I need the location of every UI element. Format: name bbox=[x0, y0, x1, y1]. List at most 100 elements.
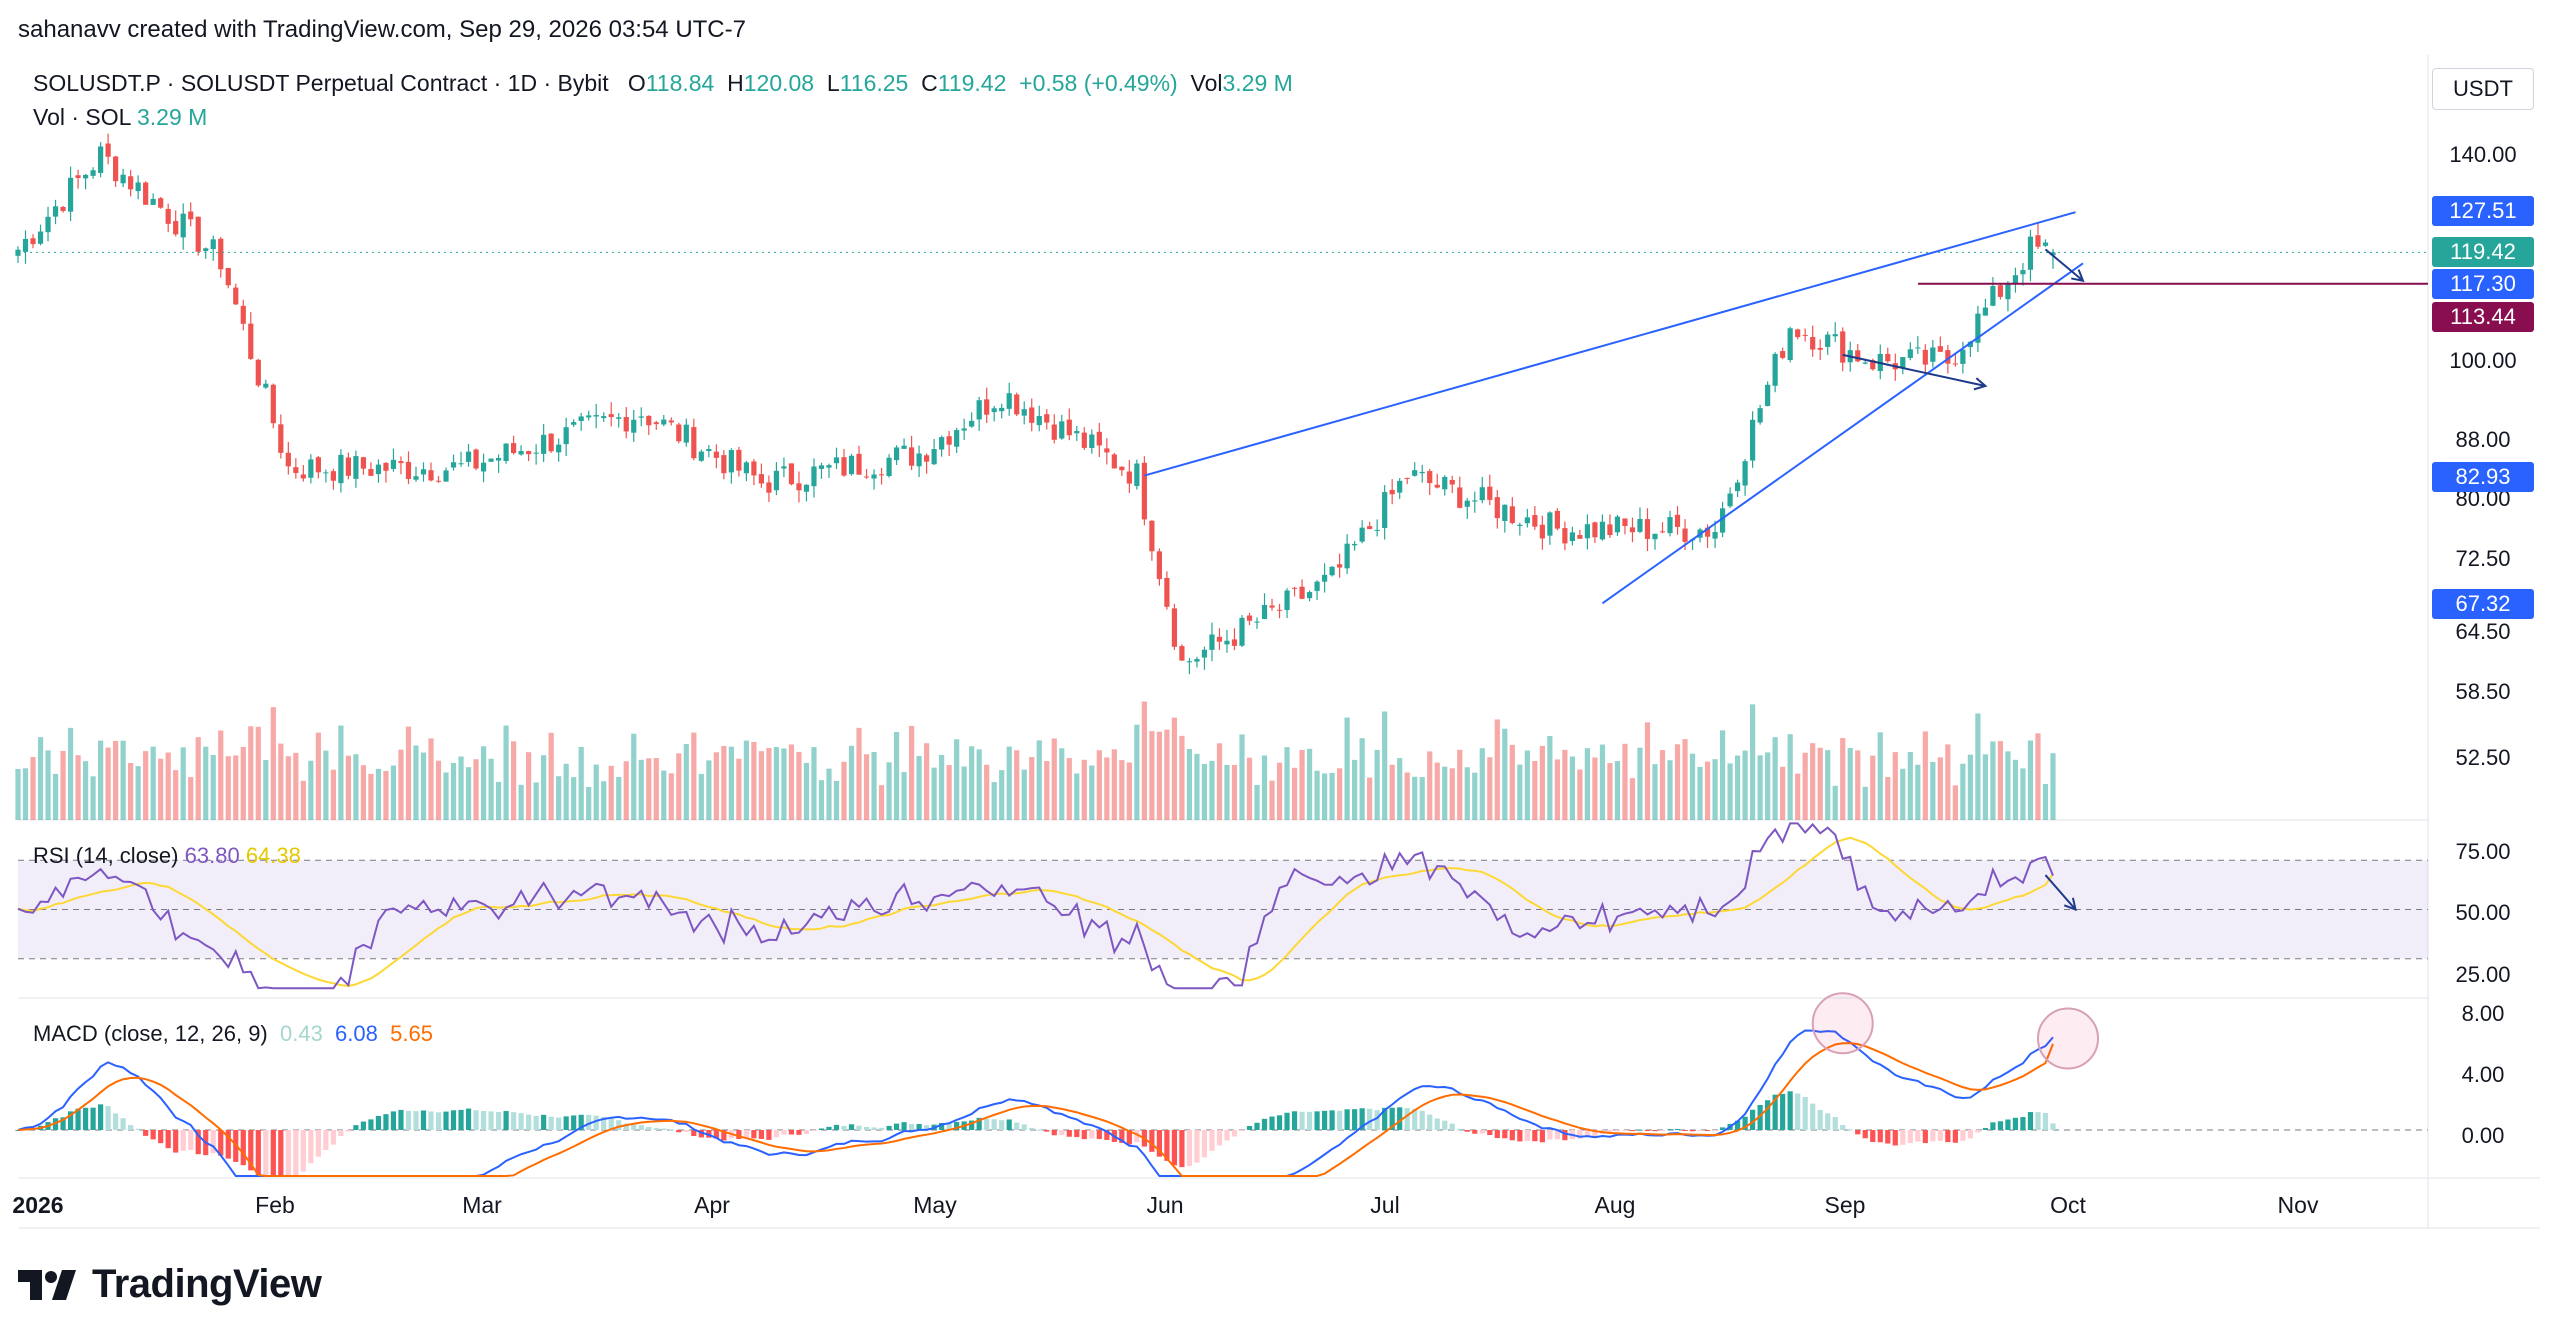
candle-body bbox=[1532, 515, 1538, 527]
volume-bar bbox=[1682, 739, 1688, 820]
candle-body bbox=[1216, 636, 1223, 642]
candle-body bbox=[1352, 543, 1358, 546]
macd-histogram-bar bbox=[435, 1112, 442, 1130]
candle-body bbox=[1825, 334, 1831, 347]
volume-bar bbox=[1074, 773, 1080, 820]
candle-body bbox=[480, 462, 487, 472]
candle-body bbox=[98, 146, 104, 173]
candle-body bbox=[871, 474, 877, 479]
candle-body bbox=[646, 415, 652, 426]
macd-histogram-bar bbox=[1479, 1130, 1485, 1134]
candle-body bbox=[1584, 524, 1591, 539]
macd-histogram-bar bbox=[946, 1123, 952, 1130]
volume-bar bbox=[1479, 748, 1485, 820]
volume-bar bbox=[1096, 750, 1102, 820]
x-tick: 2026 bbox=[12, 1192, 64, 1218]
volume-bar bbox=[623, 761, 629, 820]
volume-bar bbox=[1239, 734, 1245, 820]
candle-body bbox=[1855, 350, 1861, 362]
volume-bar bbox=[939, 754, 945, 820]
macd-histogram-bar bbox=[1517, 1130, 1523, 1142]
candle-body bbox=[548, 433, 554, 452]
macd-histogram-bar bbox=[450, 1110, 457, 1130]
macd-histogram-bar bbox=[721, 1130, 727, 1141]
volume-bar bbox=[98, 740, 104, 820]
macd-histogram-bar bbox=[1464, 1130, 1470, 1132]
volume-bar bbox=[390, 765, 397, 820]
candle-body bbox=[863, 476, 870, 478]
candle-body bbox=[683, 424, 689, 443]
candle-body bbox=[113, 156, 119, 182]
macd-histogram-bar bbox=[1997, 1121, 2004, 1130]
open-value: 118.84 bbox=[645, 70, 715, 96]
macd-histogram-bar bbox=[1412, 1108, 1418, 1130]
volume-bar bbox=[1089, 765, 1095, 820]
macd-histogram-bar bbox=[1276, 1115, 1283, 1130]
x-tick: Apr bbox=[694, 1192, 730, 1218]
candle-body bbox=[969, 420, 975, 427]
macd-histogram-bar bbox=[1239, 1130, 1245, 1131]
macd-histogram-bar bbox=[1622, 1130, 1628, 1131]
macd-histogram-bar bbox=[1119, 1130, 1125, 1143]
volume-bar bbox=[1141, 701, 1147, 820]
rsi-line bbox=[17, 822, 2054, 990]
volume-bar bbox=[2005, 751, 2011, 820]
candle-body bbox=[1306, 592, 1313, 599]
volume-bar bbox=[1442, 766, 1448, 820]
volume-bar bbox=[293, 752, 299, 820]
macd-histogram-bar bbox=[1306, 1111, 1313, 1130]
candle-body bbox=[556, 444, 562, 453]
macd-histogram-bar bbox=[878, 1127, 885, 1130]
candle-body bbox=[1404, 477, 1410, 479]
macd-histogram-bar bbox=[1795, 1093, 1801, 1130]
volume-bar bbox=[1780, 766, 1786, 820]
rsi-legend[interactable]: RSI (14, close) 63.80 64.38 bbox=[33, 843, 301, 869]
arrow-down-sep-head bbox=[1973, 377, 1988, 391]
volume-bar bbox=[82, 761, 89, 820]
macd-histogram-bar bbox=[480, 1110, 487, 1130]
macd-histogram-bar bbox=[1502, 1130, 1508, 1139]
candle-body bbox=[330, 471, 336, 481]
tradingview-logo[interactable]: TradingView bbox=[18, 1262, 322, 1307]
candle-body bbox=[1141, 462, 1147, 520]
candle-body bbox=[285, 452, 291, 467]
candle-body bbox=[713, 451, 719, 458]
macd-histogram-bar bbox=[225, 1130, 231, 1159]
candle-body bbox=[503, 443, 509, 461]
macd-histogram-bar bbox=[571, 1115, 577, 1130]
candle-body bbox=[736, 449, 742, 471]
currency-button[interactable]: USDT bbox=[2432, 68, 2534, 110]
candle-body bbox=[893, 447, 900, 461]
volume-bar bbox=[1689, 753, 1696, 820]
macd-histogram-bar bbox=[420, 1110, 427, 1130]
volume-bar bbox=[541, 755, 547, 820]
macd-histogram-bar bbox=[158, 1130, 164, 1144]
volume-bar bbox=[458, 756, 464, 820]
candle-body bbox=[1149, 520, 1155, 552]
lower-trendline-start-price-label: 67.32 bbox=[2432, 589, 2534, 619]
candle-body bbox=[1862, 362, 1868, 364]
candle-body bbox=[1344, 543, 1350, 569]
volume-bar bbox=[52, 773, 59, 820]
candle-body bbox=[1539, 524, 1545, 539]
macd-histogram-bar bbox=[1750, 1109, 1756, 1130]
volume-bar bbox=[788, 744, 795, 820]
candle-body bbox=[1840, 331, 1846, 363]
macd-histogram-bar bbox=[556, 1117, 562, 1130]
candle-body bbox=[773, 470, 780, 491]
candle-body bbox=[1291, 587, 1298, 589]
candle-body bbox=[1629, 527, 1636, 533]
symbol-legend[interactable]: SOLUSDT.P · SOLUSDT Perpetual Contract ·… bbox=[33, 70, 1293, 97]
volume-bar bbox=[1179, 735, 1185, 820]
macd-legend[interactable]: MACD (close, 12, 26, 9) 0.43 6.08 5.65 bbox=[33, 1021, 433, 1047]
macd-histogram-bar bbox=[999, 1120, 1005, 1130]
volume-legend[interactable]: Vol · SOL 3.29 M bbox=[33, 104, 207, 131]
candle-body bbox=[706, 449, 712, 452]
volume-bar bbox=[1765, 752, 1771, 820]
candle-body bbox=[338, 454, 344, 484]
volume-bar bbox=[1772, 737, 1778, 820]
candle-body bbox=[691, 427, 697, 459]
candle-body bbox=[1765, 384, 1771, 407]
macd-histogram-bar bbox=[488, 1111, 494, 1130]
